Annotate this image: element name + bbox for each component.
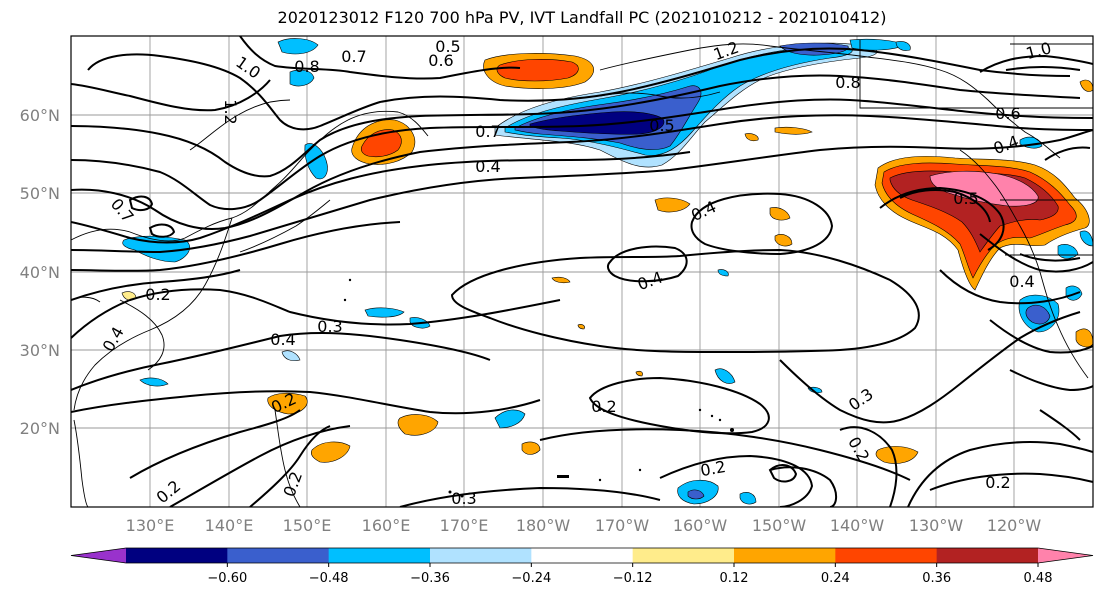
colorbar-extend-min [71, 548, 126, 563]
lat-label: 40°N [20, 263, 60, 282]
contour-label: 0.8 [294, 57, 319, 76]
pv-contours [71, 36, 1093, 507]
colorbar-extend-max [1038, 548, 1093, 563]
contour-label: 0.2 [591, 397, 616, 416]
contour-label: 0.3 [451, 489, 476, 508]
colorbar-outline [70, 547, 1094, 564]
colorbar-tick-label: −0.24 [511, 571, 551, 586]
colorbar-tick-label: 0.48 [1024, 571, 1053, 586]
colorbar-segment [430, 548, 532, 563]
colorbar-tick-label: 0.36 [922, 571, 951, 586]
lat-label: 60°N [20, 106, 60, 125]
lon-label: 140°E [205, 516, 254, 535]
colorbar-segment [835, 548, 938, 563]
contour-label: 0.2 [699, 457, 727, 480]
map-title: 2020123012 F120 700 hPa PV, IVT Landfall… [277, 8, 887, 27]
contour-label: 0.4 [475, 157, 500, 176]
pv-shading [121, 38, 1093, 505]
contour-label: 0.7 [475, 122, 500, 141]
colorbar-segment [328, 548, 431, 563]
contour-label: 1.2 [221, 99, 240, 124]
colorbar-tick-label: −0.48 [309, 571, 349, 586]
lon-label: 170°W [595, 516, 650, 535]
coastlines [71, 40, 1093, 507]
colorbar-tick-label: 0.12 [720, 571, 749, 586]
lon-label: 160°W [673, 516, 728, 535]
contour-label: 0.4 [1009, 272, 1034, 291]
lon-label: 150°E [283, 516, 332, 535]
contour-label: 0.8 [835, 73, 860, 92]
colorbar-segment [632, 548, 735, 563]
colorbar-tick-label: −0.60 [207, 571, 247, 586]
lon-label: 150°W [752, 516, 807, 535]
lon-label: 170°E [440, 516, 489, 535]
contour-label: 0.6 [428, 51, 453, 70]
colorbar-tick-label: 0.24 [821, 571, 850, 586]
colorbar-tick-label: −0.12 [613, 571, 653, 586]
contour-label: 0.2 [145, 285, 170, 304]
map-frame [70, 35, 1094, 508]
contour-label: 0.5 [435, 37, 460, 56]
longitude-labels: 130°E 140°E 150°E 160°E 170°E 180°W 170°… [126, 516, 1042, 535]
lon-label: 180°W [516, 516, 571, 535]
contour-label: 0.5 [649, 116, 674, 135]
lat-label: 30°N [20, 341, 60, 360]
latitude-labels: 60°N 50°N 40°N 30°N 20°N [20, 106, 60, 438]
lon-label: 120°W [987, 516, 1042, 535]
lon-label: 140°W [830, 516, 885, 535]
lon-label: 130°W [909, 516, 964, 535]
contour-label: 0.7 [341, 47, 366, 66]
colorbar-segment [227, 548, 330, 563]
contour-label: 0.3 [317, 317, 342, 336]
colorbar-segment [126, 548, 228, 563]
contour-label: 0.4 [270, 330, 295, 349]
colorbar-segment [734, 548, 836, 563]
colorbar-segment [936, 548, 1039, 563]
contour-label: 0.5 [953, 189, 978, 208]
colorbar: −0.60 −0.48 −0.36 −0.24 −0.12 0.12 0.24 0.36 0.4… [70, 547, 1094, 586]
colorbar-segment [531, 548, 634, 563]
contour-label: 0.6 [995, 104, 1020, 123]
lon-label: 130°E [126, 516, 175, 535]
colorbar-tick-label: −0.36 [410, 571, 450, 586]
contour-label: 0.2 [985, 473, 1010, 492]
lat-label: 50°N [20, 184, 60, 203]
lon-label: 160°E [362, 516, 411, 535]
lat-label: 20°N [20, 419, 60, 438]
